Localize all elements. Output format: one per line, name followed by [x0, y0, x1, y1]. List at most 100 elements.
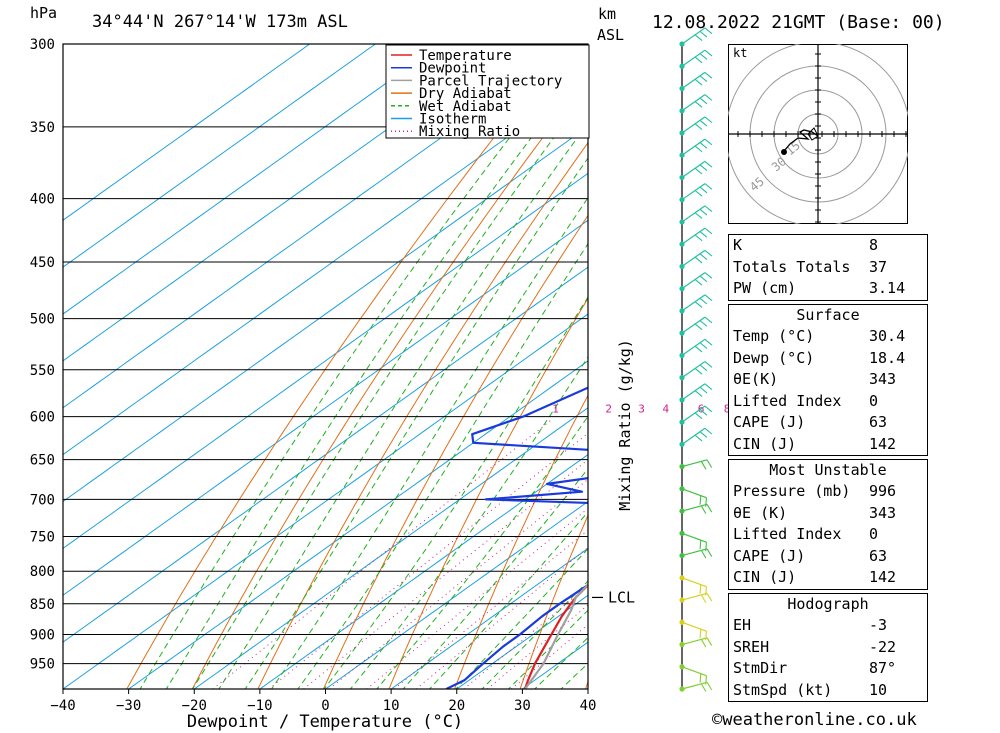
wind-barb	[679, 160, 713, 181]
dry-adiabat-line	[519, 514, 588, 689]
wind-barb	[679, 637, 713, 648]
surface-index-row: θE(K) 343	[729, 369, 927, 391]
surface-index-value: 0	[869, 391, 879, 410]
hpa-label: hPa	[30, 4, 58, 22]
hodo-index-row: SREH -22	[729, 637, 927, 659]
dry-adiabat-line	[126, 44, 568, 689]
most-unstable-title: Most Unstable	[769, 461, 887, 479]
mu-index-value: 142	[869, 568, 897, 586]
temperature-tick-label: −30	[116, 698, 141, 714]
wind-barb	[679, 503, 713, 514]
isotherm-line	[63, 172, 588, 550]
wind-barb	[679, 294, 713, 314]
legend-label: Dry Adiabat	[419, 86, 512, 102]
wind-barb	[679, 27, 713, 47]
wind-barb	[679, 361, 713, 381]
wet-adiabat-line	[507, 609, 588, 689]
temperature-tick-label: 20	[448, 698, 465, 714]
pressure-tick-label: 950	[30, 657, 55, 673]
wet-adiabat-line	[244, 157, 588, 689]
legend-label: Dewpoint	[419, 61, 486, 77]
temperature-tick-label: 0	[321, 698, 329, 714]
hodo-index-row: StmSpd (kt) 10	[729, 680, 927, 702]
wind-barb	[679, 116, 713, 136]
legend-label: Mixing Ratio	[419, 124, 520, 140]
isotherm-line	[325, 500, 588, 689]
hodograph-unit: kt	[733, 46, 747, 60]
wind-barb	[679, 249, 713, 270]
indices-surface-box: Surface Temp (°C) 30.4 Dewp (°C) 18.4 θE(K) 3…	[728, 304, 928, 456]
wind-barb	[679, 183, 713, 203]
surface-index-label: CAPE (J)	[733, 413, 806, 431]
mixing-ratio-label: 2	[605, 403, 612, 416]
wet-adiabat-line	[218, 122, 588, 689]
mu-index-label: CAPE (J)	[733, 546, 806, 565]
datetime-title: 12.08.2022 21GMT (Base: 00)	[652, 12, 945, 33]
wind-barb	[679, 427, 713, 447]
mu-index-label: θE (K)	[733, 503, 788, 522]
indices-most-unstable-box: Most Unstable Pressure (mb) 996 θE (K) 343 L…	[728, 459, 928, 590]
plot-frame	[62, 43, 589, 690]
pressure-tick-label: 600	[30, 410, 55, 426]
isotherm-line	[259, 454, 588, 689]
parcel-trajectory-profile	[524, 582, 588, 689]
storm-motion-dot	[781, 149, 787, 155]
surface-index-value: 63	[869, 413, 888, 431]
mu-index-row: θE (K) 343	[729, 503, 927, 525]
legend-box	[385, 44, 590, 139]
wet-adiabat-line	[428, 511, 588, 689]
wind-barb	[679, 405, 713, 425]
hodograph-trace-upper	[807, 127, 819, 141]
mu-index-row: CIN (J) 142	[729, 567, 927, 589]
surface-index-row: CIN (J) 142	[729, 434, 927, 456]
surface-index-value: 30.4	[869, 327, 906, 345]
wind-barb	[679, 592, 713, 603]
legend-label: Parcel Trajectory	[419, 73, 562, 89]
mu-index-label: CIN (J)	[733, 568, 797, 586]
pressure-tick-label: 750	[30, 530, 55, 546]
wind-barb	[679, 619, 707, 641]
isotherm-line	[63, 313, 588, 689]
basic-index-value: 37	[869, 257, 888, 276]
pressure-tick-label: 900	[30, 628, 55, 644]
pressure-tick-label: 850	[30, 597, 55, 613]
mu-index-row: Lifted Index 0	[729, 524, 927, 546]
asl-label: ASL	[597, 26, 625, 44]
wind-barb	[679, 575, 707, 596]
basic-index-value: 8	[869, 236, 879, 254]
pressure-tick-label: 700	[30, 492, 55, 508]
surface-index-row: CAPE (J) 63	[729, 412, 927, 434]
surface-index-label: Temp (°C)	[733, 327, 815, 345]
hodo-index-value: -22	[869, 637, 897, 656]
basic-index-label: PW (cm)	[733, 279, 797, 297]
mu-index-row: CAPE (J) 63	[729, 546, 927, 568]
wind-barb	[679, 681, 713, 692]
surface-index-label: CIN (J)	[733, 434, 797, 453]
hodo-index-row: EH -3	[729, 615, 927, 637]
wind-barb	[679, 459, 713, 470]
wet-adiabat-line	[323, 296, 588, 689]
surface-index-value: 142	[869, 434, 897, 453]
km-label: km	[598, 5, 617, 23]
wind-barb	[679, 530, 707, 552]
hodo-index-label: EH	[733, 616, 752, 634]
temperature-tick-label: −10	[247, 698, 272, 714]
basic-index-label: K	[733, 236, 743, 254]
isotherm-line	[63, 266, 588, 643]
wet-adiabat-line	[481, 580, 588, 689]
hodo-index-value: 10	[869, 680, 888, 699]
isotherm-line	[63, 125, 588, 503]
wind-barb	[679, 272, 713, 292]
surface-index-label: Dewp (°C)	[733, 348, 815, 367]
mixing-ratio-label: 4	[662, 403, 669, 416]
surface-index-value: 343	[869, 370, 897, 388]
hodograph-title: Hodograph	[787, 595, 869, 613]
wind-barb	[679, 138, 713, 158]
dewpoint-profile	[445, 386, 588, 689]
mixing-ratio-label: 3	[638, 403, 645, 416]
wet-adiabat-line	[191, 91, 588, 689]
mu-index-value: 996	[869, 482, 897, 500]
wind-barb	[679, 94, 713, 114]
